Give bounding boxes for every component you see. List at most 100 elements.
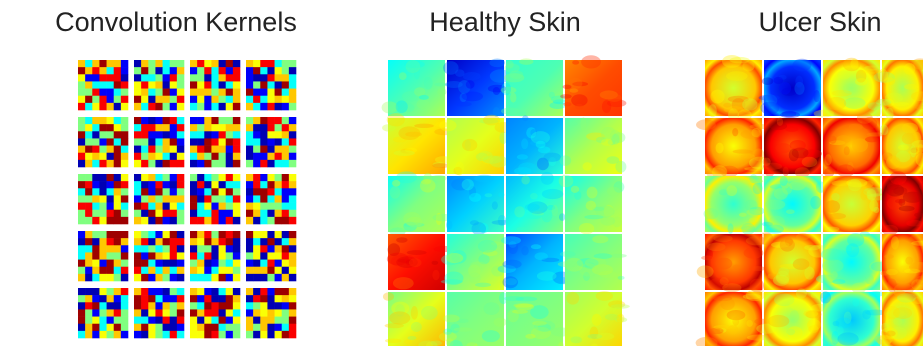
texture: [844, 146, 850, 155]
kernel-pixel: [134, 274, 141, 281]
kernel-pixel: [190, 160, 197, 167]
texture: [722, 283, 741, 292]
kernel-pixel: [92, 117, 99, 124]
kernel-pixel: [197, 124, 204, 131]
texture: [420, 179, 436, 193]
kernel-pixel: [253, 67, 260, 74]
kernel-pixel: [275, 302, 282, 309]
kernel-pixel: [114, 195, 121, 202]
kernel-pixel: [246, 188, 253, 195]
kernel-pixel: [107, 203, 114, 210]
kernel-pixel: [99, 295, 106, 302]
kernel-pixel: [226, 317, 233, 324]
kernel-pixel: [275, 74, 282, 81]
kernel-pixel: [155, 160, 162, 167]
texture: [774, 77, 784, 84]
kernel-pixel: [190, 231, 197, 238]
kernel-pixel: [190, 195, 197, 202]
kernel-pixel: [233, 124, 240, 131]
kernel-pixel: [289, 188, 296, 195]
texture: [825, 200, 840, 213]
kernel-pixel: [275, 309, 282, 316]
kernel-pixel: [267, 138, 274, 145]
kernel-pixel: [121, 210, 128, 217]
kernel-pixel: [99, 317, 106, 324]
kernel-pixel: [197, 96, 204, 103]
kernel-pixel: [253, 117, 260, 124]
kernel-pixel: [190, 81, 197, 88]
texture: [742, 61, 754, 71]
kernel-pixel: [78, 89, 85, 96]
texture: [518, 162, 537, 174]
texture: [396, 237, 407, 243]
feature-map: [816, 231, 889, 293]
feature-map: [558, 234, 627, 290]
kernel-pixel: [85, 324, 92, 331]
kernel-pixel: [85, 238, 92, 245]
texture: [862, 310, 871, 320]
kernel-pixel: [177, 124, 184, 131]
kernel-pixel: [211, 274, 218, 281]
kernel-pixel: [177, 60, 184, 67]
kernel-pixel: [289, 160, 296, 167]
kernel-pixel: [163, 203, 170, 210]
kernel-pixel: [141, 103, 148, 110]
kernel-pixel: [267, 267, 274, 274]
texture: [502, 276, 517, 288]
kernel-pixel: [78, 81, 85, 88]
kernel-pixel: [219, 174, 226, 181]
kernel-pixel: [148, 331, 155, 338]
kernel-pixel: [204, 203, 211, 210]
kernel-pixel: [78, 288, 85, 295]
kernel-pixel: [190, 117, 197, 124]
texture: [793, 258, 810, 270]
kernel-pixel: [78, 203, 85, 210]
kernel-pixel: [260, 324, 267, 331]
kernel-pixel: [226, 245, 233, 252]
kernel-pixel: [226, 288, 233, 295]
kernel-pixel: [267, 331, 274, 338]
kernel-pixel: [197, 181, 204, 188]
kernel-pixel: [233, 245, 240, 252]
texture: [484, 302, 500, 315]
kernel-pixel: [246, 295, 253, 302]
kernel-pixel: [253, 60, 260, 67]
kernel-pixel: [121, 67, 128, 74]
texture: [829, 136, 836, 144]
kernel-pixel: [134, 295, 141, 302]
texture: [795, 76, 803, 88]
feature-map: [705, 55, 762, 122]
kernel-pixel: [190, 89, 197, 96]
kernel-pixel: [121, 60, 128, 67]
kernel-pixel: [219, 181, 226, 188]
kernel-pixel: [170, 302, 177, 309]
kernel-pixel: [253, 160, 260, 167]
kernel: [246, 231, 296, 281]
kernel-pixel: [155, 295, 162, 302]
kernel-pixel: [78, 131, 85, 138]
kernel-pixel: [155, 138, 162, 145]
kernel-pixel: [275, 181, 282, 188]
texture: [741, 130, 762, 139]
kernel-pixel: [246, 203, 253, 210]
kernel-pixel: [246, 131, 253, 138]
kernel-pixel: [148, 103, 155, 110]
texture: [739, 213, 747, 217]
kernel-pixel: [204, 302, 211, 309]
kernel-pixel: [267, 245, 274, 252]
kernel-pixel: [226, 96, 233, 103]
kernel-pixel: [267, 60, 274, 67]
kernel-pixel: [99, 302, 106, 309]
kernel-pixel: [163, 245, 170, 252]
kernel-pixel: [148, 231, 155, 238]
kernel-pixel: [92, 174, 99, 181]
texture: [611, 304, 630, 309]
kernel-pixel: [177, 160, 184, 167]
kernel-pixel: [219, 117, 226, 124]
kernel-pixel: [282, 81, 289, 88]
kernel-pixel: [226, 260, 233, 267]
kernel-pixel: [267, 124, 274, 131]
texture: [581, 55, 601, 68]
kernel-pixel: [289, 67, 296, 74]
kernel-pixel: [155, 260, 162, 267]
